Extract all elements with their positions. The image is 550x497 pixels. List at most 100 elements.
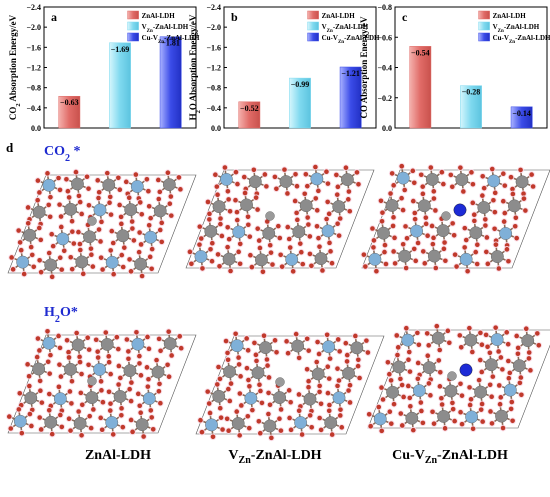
zinc-atom [294, 416, 308, 430]
oxygen-atom [309, 263, 314, 269]
oxygen-atom [10, 267, 16, 272]
oxygen-atom [467, 325, 472, 331]
oxygen-atom [364, 338, 369, 343]
oxygen-atom [119, 412, 124, 418]
oxygen-atom [79, 402, 85, 408]
aluminum-atom [153, 204, 167, 218]
oxygen-atom [66, 355, 72, 360]
oxygen-atom [300, 261, 306, 267]
oxygen-atom [79, 371, 84, 377]
oxygen-atom [443, 258, 448, 264]
oxygen-atom [504, 247, 510, 252]
oxygen-atom [337, 413, 343, 418]
y-tick-label-b: −0.4 [206, 104, 221, 113]
oxygen-atom [305, 215, 310, 220]
oxygen-atom [37, 415, 42, 420]
oxygen-atom [139, 273, 145, 279]
oxygen-atom [439, 395, 444, 401]
oxygen-atom [246, 425, 252, 431]
oxygen-atom [66, 195, 72, 200]
oxygen-atom [411, 180, 417, 186]
oxygen-atom [91, 407, 96, 412]
zinc-atom [56, 232, 70, 246]
oxygen-atom [166, 374, 172, 379]
oxygen-atom [399, 382, 405, 388]
oxygen-atom [493, 325, 498, 330]
oxygen-atom [251, 167, 257, 173]
aluminum-atom [324, 416, 338, 430]
oxygen-atom [235, 181, 240, 187]
oxygen-atom [276, 223, 281, 229]
oxygen-atom [483, 223, 488, 228]
aluminum-atom [240, 198, 253, 212]
legend-swatch-b-1 [307, 21, 319, 31]
oxygen-atom [521, 196, 527, 201]
oxygen-atom [347, 208, 353, 214]
y-tick-label-b: −2.4 [206, 3, 221, 12]
oxygen-atom [510, 418, 515, 424]
oxygen-atom [106, 354, 112, 359]
aluminum-atom [311, 367, 325, 381]
zinc-atom [459, 252, 473, 266]
oxygen-atom [79, 433, 84, 438]
oxygen-atom [218, 415, 224, 420]
oxygen-atom [429, 223, 435, 229]
oxygen-atom [306, 222, 311, 227]
oxygen-atom [315, 339, 320, 345]
oxygen-atom [169, 353, 174, 358]
oxygen-atom [168, 213, 174, 218]
oxygen-atom [178, 187, 183, 192]
oxygen-atom [219, 233, 225, 239]
y-tick-label-a: −0.4 [26, 104, 41, 113]
legend-label-b-2: Cu-VZn-ZnAl-LDH [322, 34, 380, 45]
oxygen-atom [461, 189, 466, 194]
oxygen-atom [418, 172, 424, 178]
aluminum-atom [314, 252, 328, 265]
oxygen-atom [317, 415, 322, 421]
oxygen-atom [326, 211, 332, 217]
oxygen-atom [37, 190, 42, 195]
oxygen-atom [508, 174, 514, 180]
oxygen-atom [56, 175, 61, 181]
oxygen-atom [306, 348, 312, 353]
oxygen-atom [336, 233, 342, 238]
oxygen-atom [120, 264, 126, 270]
oxygen-atom [187, 249, 193, 255]
y-tick-label-c: −0.2 [377, 94, 392, 103]
oxygen-atom [449, 184, 455, 190]
oxygen-atom [118, 214, 124, 220]
zinc-atom [412, 384, 426, 398]
aluminum-atom [521, 334, 535, 348]
oxygen-atom [264, 357, 270, 362]
aluminum-atom [248, 175, 262, 189]
oxygen-atom [279, 264, 285, 269]
oxygen-atom [118, 375, 123, 381]
oxygen-atom [462, 245, 467, 250]
legend-swatch-c-1 [478, 21, 490, 31]
oxygen-atom [56, 384, 62, 390]
bar-value-label-b-2: −1.21 [341, 69, 360, 78]
oxygen-atom [244, 336, 249, 341]
chart-panel-a: 0.0 −0.4 −0.8 −1.2 −1.6 −2.0 −2.4 CO2 Absorptio… [8, 3, 200, 133]
oxygen-atom [88, 246, 94, 251]
structure-h2o-cuvzn [365, 322, 550, 435]
oxygen-atom [519, 392, 524, 398]
oxygen-atom [108, 401, 113, 406]
oxygen-atom [423, 221, 429, 227]
oxygen-atom [247, 234, 253, 239]
aluminum-atom [292, 225, 306, 239]
oxygen-atom [498, 355, 504, 360]
oxygen-atom [38, 388, 43, 394]
aluminum-atom [212, 200, 226, 214]
oxygen-atom [411, 427, 416, 433]
oxygen-atom [126, 349, 131, 354]
oxygen-atom [65, 188, 71, 194]
oxygen-atom [302, 191, 308, 197]
oxygen-atom [197, 242, 202, 247]
oxygen-atom [389, 171, 395, 176]
oxygen-atom [158, 348, 163, 354]
oxygen-atom [304, 366, 310, 372]
oxygen-atom [314, 208, 320, 213]
oxygen-atom [430, 409, 435, 415]
